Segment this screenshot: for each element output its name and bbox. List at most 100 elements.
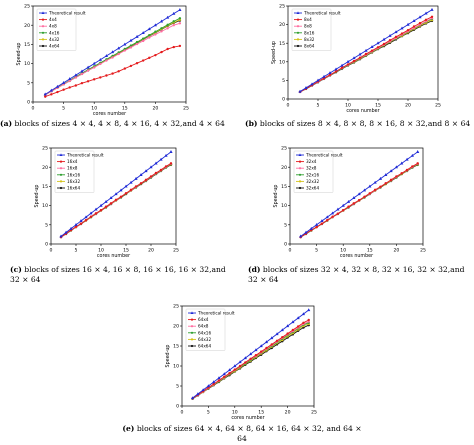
data-point-a-0 — [49, 88, 53, 92]
data-point-b-1 — [346, 63, 350, 66]
data-point-a-1 — [160, 50, 163, 54]
data-point-b-1 — [352, 59, 356, 63]
data-point-d-0 — [309, 226, 313, 230]
data-point-b-0 — [328, 71, 332, 75]
legend-marker-a-3 — [41, 31, 45, 34]
legend-entry-a-3: 4x16 — [49, 30, 60, 35]
data-point-c-0 — [64, 230, 68, 234]
data-point-a-3 — [129, 44, 133, 47]
data-point-a-3 — [148, 33, 151, 37]
data-point-a-2 — [135, 42, 139, 46]
data-point-a-3 — [166, 23, 169, 27]
caption-c: (c) blocks of sizes 16 × 4, 16 × 8, 16 ×… — [10, 265, 228, 285]
data-point-a-0 — [147, 27, 151, 31]
x-tick-label-d: 15 — [367, 248, 373, 254]
data-point-b-1 — [394, 35, 398, 39]
data-point-e-0 — [243, 356, 247, 360]
data-point-b-0 — [382, 37, 386, 41]
legend-marker-c-4 — [59, 180, 63, 183]
data-point-e-0 — [286, 324, 290, 328]
data-point-d-1 — [363, 195, 366, 198]
data-point-c-0 — [159, 157, 163, 161]
data-point-c-1 — [79, 222, 83, 225]
y-tick-label-b: 25 — [279, 4, 285, 10]
data-point-a-2 — [80, 72, 84, 76]
data-point-e-0 — [307, 308, 311, 312]
data-point-d-0 — [378, 176, 383, 180]
legend-entry-c-1: 16x4 — [67, 159, 78, 164]
legend-entry-d-4: 32x32 — [306, 179, 319, 184]
data-point-e-0 — [201, 388, 205, 392]
y-tick-label-c: 10 — [42, 203, 48, 209]
data-point-a-0 — [141, 31, 145, 34]
data-point-a-0 — [159, 19, 164, 23]
data-point-a-1 — [99, 76, 102, 79]
legend-marker-c-1 — [59, 160, 63, 163]
data-point-e-1 — [249, 357, 252, 360]
data-point-a-1 — [50, 93, 53, 96]
data-point-a-1 — [68, 86, 71, 89]
y-axis-label-b: Speed-up — [271, 41, 277, 64]
data-point-c-0 — [139, 173, 143, 176]
legend-entry-e-0: Theoretical result — [197, 311, 235, 316]
legend-entry-c-2: 16x8 — [67, 166, 78, 171]
data-point-d-1 — [389, 178, 393, 182]
data-point-b-1 — [430, 15, 434, 18]
data-point-c-1 — [104, 205, 108, 208]
data-point-d-1 — [352, 202, 356, 205]
x-tick-label-c: 25 — [173, 248, 179, 254]
data-point-d-1 — [373, 188, 377, 192]
data-point-b-1 — [382, 42, 386, 46]
y-tick-label-e: 25 — [173, 304, 179, 310]
legend-marker-d-3 — [298, 173, 302, 176]
x-tick-label-a: 0 — [32, 106, 35, 112]
legend-marker-a-2 — [41, 25, 45, 28]
data-point-b-0 — [424, 11, 428, 15]
y-tick-label-b: 5 — [282, 78, 285, 84]
legend-entry-d-3: 32x16 — [306, 172, 319, 177]
data-point-b-1 — [340, 66, 344, 69]
data-point-c-0 — [79, 219, 83, 223]
data-point-d-1 — [347, 205, 350, 208]
data-point-a-0 — [86, 65, 90, 69]
data-point-d-0 — [299, 234, 303, 238]
y-tick-label-b: 20 — [279, 22, 285, 28]
caption-e-tag: (e) — [122, 424, 135, 433]
data-point-d-0 — [389, 169, 393, 173]
x-tick-label-e: 10 — [232, 410, 238, 416]
subplot-b: 0 5 10 15 20 25 0 5 10 15 20 25 cores number Speed-up… — [271, 4, 441, 114]
data-point-c-0 — [114, 192, 118, 196]
legend-marker-b-0 — [296, 11, 300, 14]
data-point-a-2 — [123, 49, 127, 52]
data-point-d-0 — [315, 223, 319, 226]
data-point-a-0 — [172, 11, 176, 15]
legend-marker-b-1 — [296, 18, 300, 21]
y-tick-label-c: 5 — [45, 222, 48, 228]
data-point-c-1 — [84, 218, 88, 222]
data-point-c-1 — [129, 188, 133, 192]
data-point-c-0 — [119, 188, 123, 192]
y-axis-label-e: Speed-up — [165, 345, 171, 368]
data-point-e-0 — [233, 364, 237, 368]
data-point-a-1 — [62, 88, 65, 91]
data-point-b-1 — [376, 46, 380, 49]
legend-entry-c-4: 16x32 — [67, 179, 80, 184]
y-tick-label-e: 20 — [173, 324, 179, 330]
data-point-a-0 — [98, 57, 102, 61]
data-point-d-0 — [416, 150, 420, 153]
data-point-d-0 — [410, 153, 414, 157]
data-point-a-0 — [153, 23, 157, 27]
legend-entry-d-2: 32x8 — [306, 166, 317, 171]
y-tick-label-c: 15 — [42, 184, 48, 190]
data-point-e-0 — [196, 392, 200, 396]
x-tick-label-d: 25 — [420, 248, 426, 254]
data-point-b-0 — [358, 52, 362, 56]
data-point-e-1 — [302, 321, 305, 324]
data-point-b-0 — [412, 19, 416, 22]
data-point-e-0 — [227, 368, 232, 372]
data-point-e-1 — [275, 339, 279, 342]
data-point-c-0 — [89, 211, 93, 215]
data-point-b-0 — [346, 60, 350, 63]
data-point-a-0 — [62, 81, 66, 84]
legend-entry-b-5: 8x64 — [304, 44, 315, 49]
